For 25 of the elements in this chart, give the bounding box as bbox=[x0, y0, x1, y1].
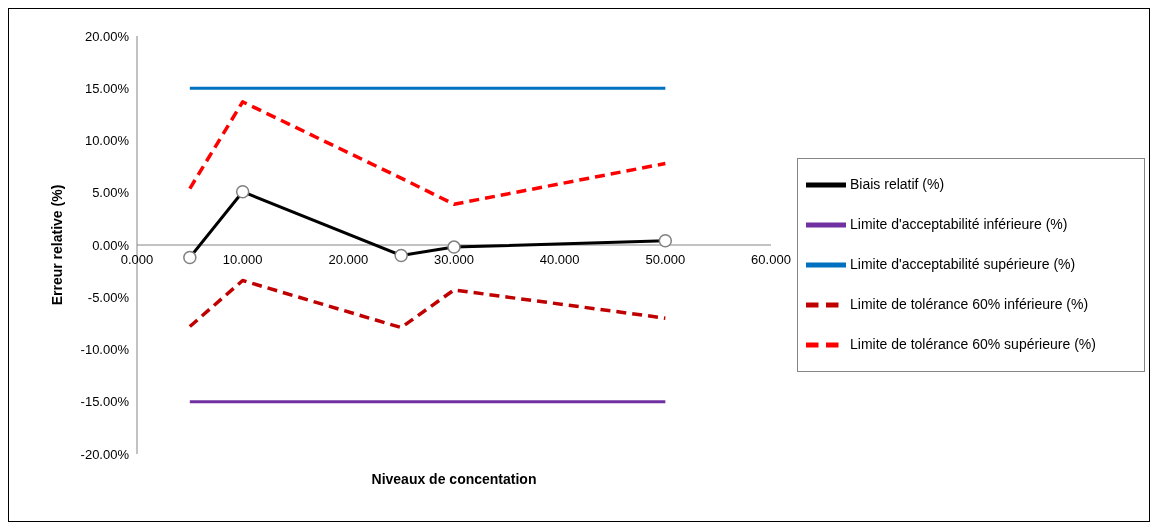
x-tick-label: 50.000 bbox=[645, 251, 686, 267]
y-tick-label: -15.00% bbox=[80, 394, 130, 410]
x-tick-label: 20.000 bbox=[328, 251, 369, 267]
y-tick-label: 0.00% bbox=[92, 237, 130, 253]
y-tick-label: 20.00% bbox=[84, 28, 130, 44]
x-tick-label: 10.000 bbox=[222, 251, 263, 267]
y-tick-label: -10.00% bbox=[80, 342, 130, 358]
y-axis-title: Erreur relative (%) bbox=[48, 184, 65, 306]
x-tick-label: 60.000 bbox=[751, 251, 791, 267]
x-tick-label: 40.000 bbox=[539, 251, 580, 267]
legend-label: Limite d'acceptabilité supérieure (%) bbox=[850, 256, 1076, 273]
y-tick-label: 5.00% bbox=[92, 185, 130, 201]
line-series bbox=[188, 100, 668, 206]
y-tick-label: 15.00% bbox=[84, 80, 130, 96]
x-tick-label: 30.000 bbox=[434, 251, 474, 267]
y-tick-label: 10.00% bbox=[84, 133, 130, 149]
legend-label: Limite de tolérance 60% supérieure (%) bbox=[850, 336, 1096, 353]
y-tick-label: -20.00% bbox=[80, 446, 130, 462]
line-series bbox=[188, 278, 668, 330]
legend-label: Biais relatif (%) bbox=[850, 176, 945, 193]
legend-label: Limite d'acceptabilité inférieure (%) bbox=[850, 216, 1068, 233]
y-tick-label: -5.00% bbox=[87, 289, 130, 305]
legend-label: Limite de tolérance 60% inférieure (%) bbox=[850, 296, 1089, 313]
x-axis-title: Niveaux de concentation bbox=[371, 471, 537, 487]
x-tick-label: 0.000 bbox=[120, 251, 154, 267]
